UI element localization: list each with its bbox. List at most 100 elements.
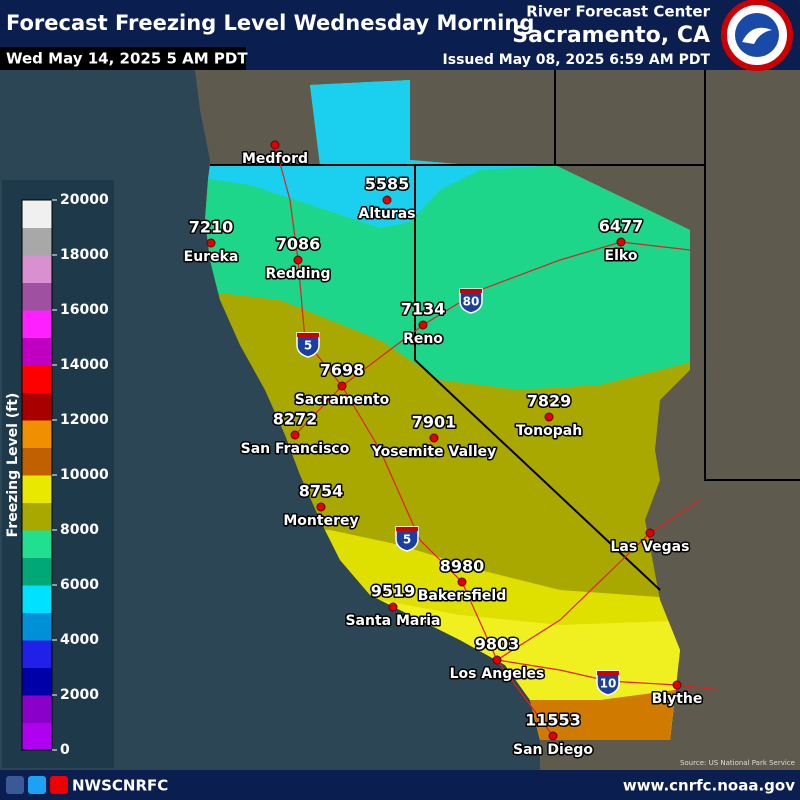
legend-tick-label: 6000 [60,577,99,593]
city-name: Sacramento [295,392,390,408]
interstate-label: 5 [304,339,312,353]
interstate-shield-top [460,289,482,293]
city-name: Monterey [283,513,358,529]
city-name: Eureka [184,249,239,265]
footer-bar [0,770,800,800]
legend-swatch [22,530,52,558]
valid-time-box [0,47,246,70]
title: Forecast Freezing Level Wednesday Mornin… [6,11,534,35]
freezing-level-value: 9519 [371,582,416,601]
interstate-shield [596,670,620,696]
legend-tick-label: 4000 [60,632,99,648]
legend-swatch [22,557,52,586]
city-name: San Diego [513,742,593,758]
footer-url[interactable]: www.cnrfc.noaa.gov [623,777,795,795]
interstate-shield [459,288,483,314]
legend-title: Freezing Level (ft) [5,393,21,538]
legend-swatch [22,585,52,613]
city-dot [616,237,626,247]
legend-swatch [22,227,52,256]
legend-swatch [22,420,52,448]
freezing-level-value: 7086 [276,235,321,254]
footer-handle[interactable]: NWSCNRFC [72,777,168,795]
interstate-label: 10 [600,677,617,691]
city-dot [418,320,428,330]
legend-tick-label: 16000 [60,302,109,318]
facebook-icon[interactable] [6,776,24,794]
city-dot [382,195,392,205]
city-dot [548,731,558,741]
interstate-label: 80 [463,295,480,309]
freezing-level-value: 7134 [401,300,446,319]
city-name: Las Vegas [611,539,690,555]
freezing-level-value: 8272 [273,410,318,429]
city-name: Los Angeles [450,666,545,682]
interstate-shield-top [597,671,619,675]
legend-swatch [22,365,52,393]
city-dot [457,577,467,587]
interstate-shield-top [297,333,319,337]
interstate-label: 5 [403,533,411,547]
legend-swatch [22,337,52,366]
legend-swatch [22,447,52,476]
legend-swatch [22,310,52,338]
office-line1: River Forecast Center [526,3,710,21]
city-name: Reno [403,331,443,347]
city-name: Yosemite Valley [371,444,496,460]
legend-tick-label: 20000 [60,192,109,208]
freezing-level-value: 7829 [527,392,572,411]
legend-tick-label: 14000 [60,357,109,373]
city-name: Elko [605,248,638,264]
city-dot [290,430,300,440]
city-name: Bakersfield [418,588,506,604]
legend-swatch [22,282,52,311]
office-line2: Sacramento, CA [512,23,710,48]
source-note: Source: US National Park Service [680,759,795,767]
city-name: Tonopah [516,423,582,439]
interstate-shield [395,526,419,552]
city-name: San Francisco [241,441,350,457]
legend-swatch [22,200,52,228]
zone-orange [520,688,690,740]
interstate-shield [296,332,320,358]
city-dot [645,528,655,538]
legend-swatch [22,475,52,503]
city-name: Redding [265,266,330,282]
interstate-shield-top [396,527,418,531]
legend-swatch [22,612,52,641]
city-dot [316,502,326,512]
freezing-level-value: 11553 [525,711,581,730]
freezing-level-value: 6477 [599,217,644,236]
city-name: Santa Maria [345,613,440,629]
city-dot [388,602,398,612]
city-dot [544,412,554,422]
issued: Issued May 08, 2025 6:59 AM PDT [443,52,711,68]
city-dot [206,238,216,248]
freezing-level-value: 8754 [299,482,344,501]
legend-swatch [22,722,52,751]
city-dot [337,381,347,391]
legend-panel [2,180,114,768]
freezing-level-value: 9803 [475,635,520,654]
city-dot [293,255,303,265]
legend-swatch [22,695,52,723]
state-borders [210,70,800,591]
freezing-level-value: 7698 [320,361,365,380]
legend-tick-label: 0 [60,742,70,758]
legend-swatch [22,392,52,421]
youtube-icon[interactable] [50,776,68,794]
freezing-level-value: 8980 [440,557,485,576]
legend-swatch [22,502,52,531]
legend-tick-label: 12000 [60,412,109,428]
valid-time: Wed May 14, 2025 5 AM PDT [6,50,248,68]
freezing-level-value: 7210 [189,218,234,237]
nws-logo [721,0,793,71]
city-name: Blythe [652,691,703,707]
legend-swatch [22,255,52,283]
twitter-icon[interactable] [28,776,46,794]
legend-tick-label: 8000 [60,522,99,538]
legend-tick-label: 2000 [60,687,99,703]
city-dot [492,655,502,665]
freezing-level-value: 5585 [365,175,410,194]
